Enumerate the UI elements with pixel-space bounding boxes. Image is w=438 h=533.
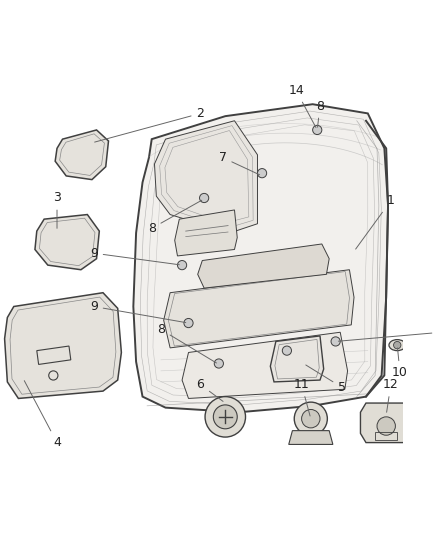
Circle shape bbox=[313, 125, 322, 134]
Circle shape bbox=[214, 359, 223, 368]
Polygon shape bbox=[360, 403, 412, 442]
Text: 9: 9 bbox=[90, 247, 179, 265]
Text: 6: 6 bbox=[197, 378, 223, 401]
Text: 1: 1 bbox=[356, 194, 395, 249]
Circle shape bbox=[331, 337, 340, 346]
Circle shape bbox=[213, 405, 237, 429]
Polygon shape bbox=[270, 336, 324, 382]
Text: 10: 10 bbox=[392, 348, 408, 379]
Polygon shape bbox=[175, 210, 237, 256]
Text: 8: 8 bbox=[157, 323, 216, 363]
Circle shape bbox=[184, 318, 193, 328]
Text: 4: 4 bbox=[24, 381, 61, 449]
Text: 9: 9 bbox=[90, 300, 186, 322]
Text: 5: 5 bbox=[306, 365, 346, 394]
Polygon shape bbox=[182, 332, 348, 399]
Circle shape bbox=[394, 342, 401, 349]
Circle shape bbox=[377, 417, 396, 435]
Circle shape bbox=[177, 261, 187, 270]
Text: 3: 3 bbox=[53, 191, 61, 228]
Polygon shape bbox=[55, 130, 109, 180]
Circle shape bbox=[205, 397, 246, 437]
Text: 8: 8 bbox=[316, 100, 324, 127]
Circle shape bbox=[294, 402, 327, 435]
Polygon shape bbox=[289, 431, 333, 445]
Polygon shape bbox=[133, 104, 388, 412]
Polygon shape bbox=[35, 215, 99, 270]
Circle shape bbox=[258, 168, 267, 178]
Text: 12: 12 bbox=[383, 378, 399, 412]
Polygon shape bbox=[198, 244, 329, 288]
Text: 8: 8 bbox=[148, 200, 202, 235]
Circle shape bbox=[302, 409, 320, 428]
Ellipse shape bbox=[389, 340, 406, 351]
Polygon shape bbox=[4, 293, 121, 399]
Polygon shape bbox=[164, 270, 354, 348]
Circle shape bbox=[283, 346, 292, 355]
Text: 7: 7 bbox=[219, 151, 260, 175]
Text: 8: 8 bbox=[339, 326, 438, 341]
Polygon shape bbox=[155, 121, 258, 233]
Circle shape bbox=[200, 193, 209, 203]
Text: 2: 2 bbox=[95, 107, 205, 142]
Text: 11: 11 bbox=[294, 378, 310, 416]
Text: 14: 14 bbox=[288, 84, 316, 127]
